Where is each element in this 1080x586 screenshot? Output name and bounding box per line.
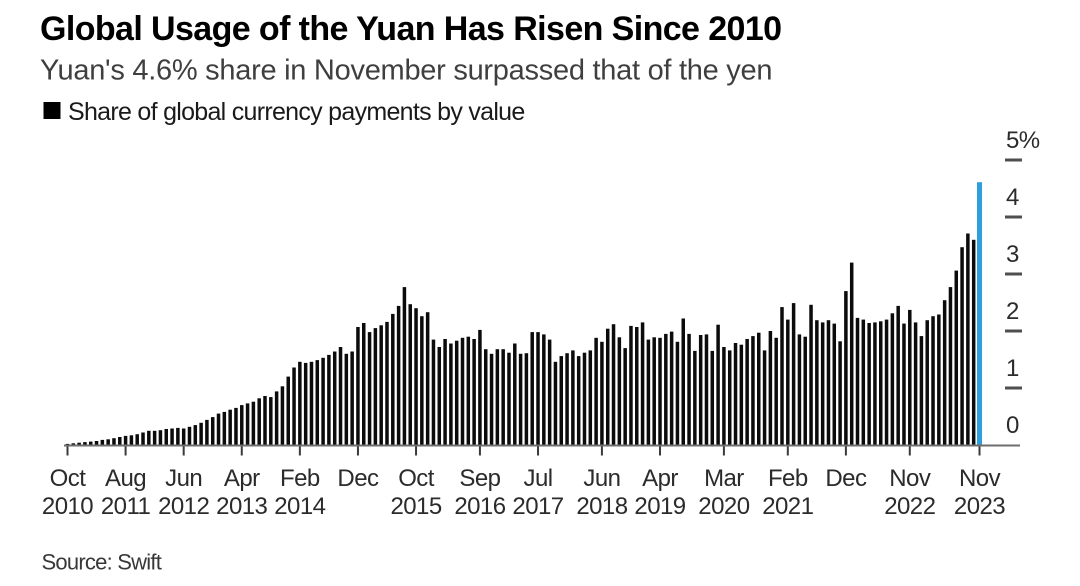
svg-text:2017: 2017 [512, 493, 563, 520]
svg-text:1: 1 [1006, 355, 1019, 382]
svg-text:2023: 2023 [954, 493, 1005, 520]
svg-text:Yuan's 4.6% share in November: Yuan's 4.6% share in November surpassed … [40, 55, 772, 87]
svg-text:Apr: Apr [224, 465, 260, 492]
svg-text:5%: 5% [1006, 127, 1040, 154]
svg-text:Sep: Sep [459, 465, 500, 492]
svg-text:Nov: Nov [889, 465, 931, 492]
svg-text:Dec: Dec [825, 465, 867, 492]
svg-text:Nov: Nov [959, 465, 1001, 492]
svg-text:2022: 2022 [884, 493, 935, 520]
svg-text:2014: 2014 [274, 493, 325, 520]
svg-text:2013: 2013 [216, 493, 267, 520]
svg-text:2011: 2011 [101, 493, 151, 520]
svg-text:Jun: Jun [583, 465, 620, 492]
svg-text:Aug: Aug [105, 465, 146, 492]
svg-text:2021: 2021 [762, 493, 813, 520]
svg-text:4: 4 [1006, 184, 1019, 211]
svg-text:Jun: Jun [165, 465, 202, 492]
svg-text:Jul: Jul [524, 465, 553, 492]
svg-text:Global Usage of the Yuan Has R: Global Usage of the Yuan Has Risen Since… [40, 10, 781, 48]
svg-text:2015: 2015 [390, 493, 441, 520]
svg-text:Apr: Apr [642, 465, 678, 492]
svg-text:2020: 2020 [698, 493, 749, 520]
svg-text:2: 2 [1006, 298, 1019, 325]
svg-text:Oct: Oct [50, 465, 87, 492]
svg-text:Share of global currency payme: Share of global currency payments by val… [68, 98, 525, 126]
svg-text:Feb: Feb [280, 465, 320, 492]
svg-text:2012: 2012 [158, 493, 209, 520]
svg-text:2016: 2016 [454, 493, 505, 520]
svg-text:2019: 2019 [634, 493, 685, 520]
svg-text:2010: 2010 [42, 493, 93, 520]
svg-text:Mar: Mar [704, 465, 744, 492]
svg-text:0: 0 [1006, 412, 1019, 439]
svg-text:3: 3 [1006, 241, 1019, 268]
svg-text:Oct: Oct [398, 465, 435, 492]
svg-text:Source: Swift: Source: Swift [42, 550, 162, 575]
svg-text:Feb: Feb [768, 465, 808, 492]
svg-text:2018: 2018 [576, 493, 627, 520]
svg-text:Dec: Dec [337, 465, 379, 492]
